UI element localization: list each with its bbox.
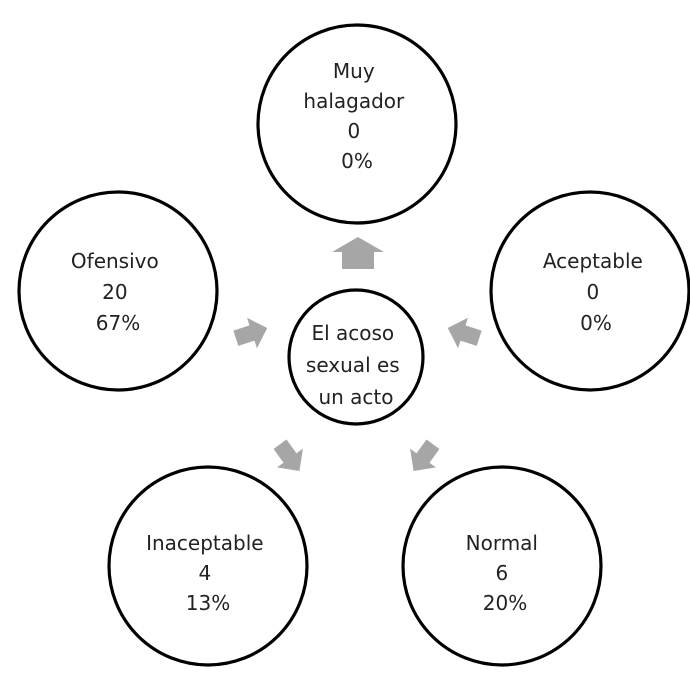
node-label: halagador (303, 89, 405, 113)
node-label: Ofensivo (71, 249, 159, 273)
node-count: 0 (347, 119, 360, 143)
node-label: Aceptable (543, 249, 643, 273)
center-line: sexual es (306, 353, 400, 377)
arrow-up-icon (332, 237, 384, 269)
node-ofensivo: Ofensivo 20 67% (17, 190, 219, 392)
node-normal: Normal 6 20% (401, 465, 603, 667)
node-count: 0 (586, 280, 599, 304)
arrow-right-icon (447, 317, 482, 349)
node-label: Muy (333, 59, 375, 83)
center-line: El acoso (311, 321, 394, 345)
node-aceptable: Aceptable 0 0% (489, 190, 690, 392)
svg-text:Inaceptable 4 13%: Inaceptable 4 13% (146, 531, 270, 615)
node-label: Inaceptable (146, 531, 263, 555)
node-percent: 67% (96, 311, 140, 335)
svg-text:Normal 6 20%: Normal 6 20% (466, 531, 545, 615)
center-line: un acto (318, 385, 393, 409)
node-percent: 0% (341, 149, 373, 173)
node-count: 4 (198, 561, 211, 585)
node-percent: 13% (186, 591, 230, 615)
svg-text:Aceptable 0 0%: Aceptable 0 0% (543, 249, 649, 335)
node-label: Normal (466, 531, 538, 555)
node-muy-halagador: Muy halagador 0 0% (256, 23, 458, 225)
node-inaceptable: Inaceptable 4 13% (107, 465, 309, 667)
node-count: 20 (102, 280, 127, 304)
svg-text:Ofensivo 20 67%: Ofensivo 20 67% (71, 249, 165, 335)
svg-text:Muy halagador 0: Muy halagador 0 0% (303, 59, 410, 173)
node-percent: 20% (483, 591, 527, 615)
node-percent: 0% (580, 311, 612, 335)
arrows (233, 237, 482, 471)
arrow-left-icon (233, 317, 268, 349)
arrow-down-right-icon (410, 439, 440, 471)
arrow-down-left-icon (273, 439, 303, 471)
node-count: 6 (495, 561, 508, 585)
center-text: El acoso sexual es un acto (306, 321, 406, 409)
center-node: El acoso sexual es un acto (287, 288, 425, 426)
